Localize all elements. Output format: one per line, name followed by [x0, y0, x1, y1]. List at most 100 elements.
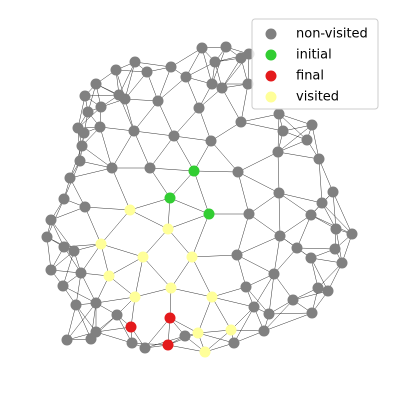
edge	[95, 326, 132, 333]
legend-marker	[265, 49, 277, 61]
edge	[292, 290, 329, 301]
edge	[46, 236, 52, 271]
edge	[210, 121, 242, 142]
node	[248, 301, 260, 313]
edge	[84, 206, 131, 211]
legend-label: non-visited	[296, 27, 368, 42]
edge	[134, 256, 144, 298]
node	[216, 82, 228, 94]
node	[327, 186, 339, 198]
node	[79, 201, 91, 213]
edge	[277, 151, 280, 194]
node	[243, 208, 255, 220]
node	[58, 193, 70, 205]
edge	[318, 158, 334, 193]
node	[82, 106, 94, 118]
edge	[124, 98, 135, 132]
node	[168, 130, 180, 142]
edge	[279, 214, 312, 237]
node	[144, 162, 156, 174]
edge	[133, 100, 159, 132]
node	[111, 309, 123, 321]
node	[128, 125, 140, 137]
edge	[185, 76, 200, 109]
edge	[210, 140, 239, 173]
edge	[273, 235, 281, 275]
node	[206, 291, 218, 303]
node	[329, 243, 341, 255]
node	[192, 327, 204, 339]
edge	[133, 130, 175, 137]
edge	[245, 286, 270, 315]
node	[126, 337, 138, 349]
edge	[157, 76, 187, 102]
edge	[108, 275, 136, 298]
edge	[169, 197, 210, 215]
edge	[95, 331, 133, 344]
node	[186, 251, 198, 263]
edge	[318, 158, 323, 204]
edge	[80, 272, 97, 304]
node	[306, 307, 318, 319]
node	[322, 285, 334, 297]
edge	[237, 151, 279, 173]
node	[220, 41, 232, 53]
node	[258, 325, 270, 337]
node	[179, 330, 191, 342]
node	[301, 134, 313, 146]
edge	[248, 192, 280, 215]
edge	[237, 171, 280, 194]
edge	[124, 71, 148, 100]
legend-label: visited	[296, 90, 339, 105]
node	[64, 172, 76, 184]
node	[94, 121, 106, 133]
node	[75, 267, 87, 279]
edge	[124, 61, 136, 100]
edge	[134, 287, 172, 298]
edge	[173, 135, 212, 142]
edge	[50, 206, 86, 221]
edge	[50, 219, 75, 252]
edge	[142, 228, 169, 258]
edge	[157, 66, 172, 102]
node	[313, 153, 325, 165]
node	[199, 346, 211, 358]
edge	[66, 304, 77, 341]
node	[58, 241, 70, 253]
node	[90, 297, 102, 309]
node	[45, 214, 57, 226]
edge	[198, 107, 212, 142]
edge	[193, 170, 239, 173]
node	[72, 122, 84, 134]
node	[268, 268, 280, 280]
edge	[211, 296, 255, 308]
node	[119, 93, 131, 105]
edge	[169, 170, 195, 199]
legend-marker	[265, 70, 277, 82]
node	[164, 192, 176, 204]
node	[124, 204, 136, 216]
edge	[170, 256, 193, 289]
edge	[236, 254, 247, 288]
edge	[84, 94, 120, 97]
node	[45, 264, 57, 276]
edge	[278, 192, 312, 216]
node	[273, 187, 285, 199]
edge	[100, 243, 144, 258]
edge	[80, 243, 102, 274]
node	[231, 249, 243, 261]
node	[79, 90, 91, 102]
edge	[149, 167, 195, 172]
edge	[211, 286, 247, 298]
node	[316, 197, 328, 209]
node	[232, 166, 244, 178]
edge	[311, 124, 320, 160]
node	[70, 299, 82, 311]
edge	[131, 342, 169, 346]
edge	[95, 296, 136, 304]
edge	[100, 209, 131, 245]
edge	[233, 306, 255, 344]
node	[336, 257, 348, 269]
edge	[129, 209, 169, 230]
